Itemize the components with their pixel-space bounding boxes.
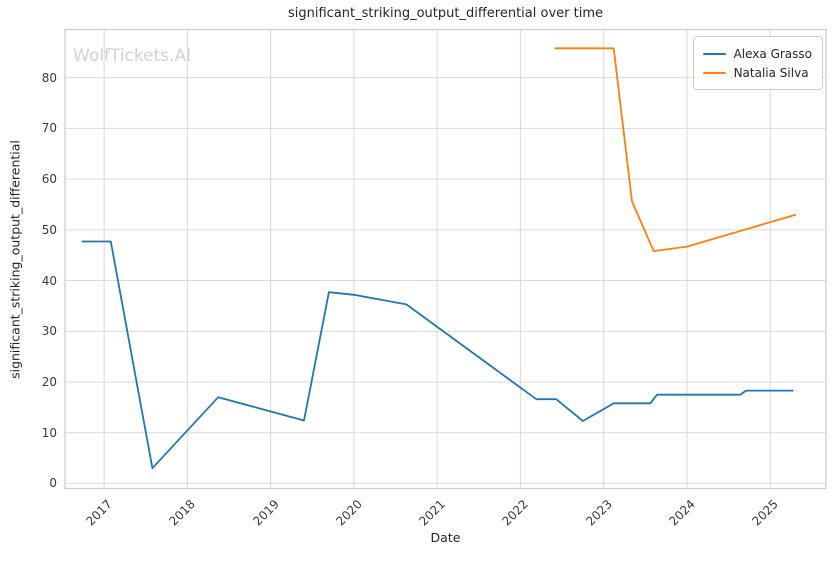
x-axis-label: Date (430, 530, 461, 545)
y-tick-label: 10 (41, 425, 57, 440)
y-tick-label: 40 (41, 273, 57, 288)
legend-item-natalia-silva: Natalia Silva (702, 63, 812, 82)
y-axis-label: significant_striking_output_differential (7, 140, 23, 379)
chart-title: significant_striking_output_differential… (288, 6, 603, 21)
y-tick-label: 30 (41, 324, 57, 339)
legend-label: Natalia Silva (733, 65, 809, 80)
y-tick-label: 50 (41, 222, 57, 237)
series-line-natalia-silva (554, 47, 797, 253)
legend-item-alexa-grasso: Alexa Grasso (702, 44, 812, 63)
y-tick-label: 70 (41, 121, 57, 136)
y-tick-label: 0 (49, 476, 57, 491)
y-tick-label: 60 (41, 172, 57, 187)
plot-border (64, 28, 827, 490)
legend-line-swatch-blue (702, 52, 726, 55)
watermark-text: WolfTickets.AI (73, 46, 192, 66)
legend-line-swatch-orange (702, 71, 726, 74)
legend: Alexa Grasso Natalia Silva (692, 36, 823, 90)
y-tick-label: 80 (41, 70, 57, 85)
legend-label: Alexa Grasso (733, 46, 812, 61)
y-tick-label: 20 (41, 374, 57, 389)
series-line-alexa-grasso (81, 240, 794, 470)
